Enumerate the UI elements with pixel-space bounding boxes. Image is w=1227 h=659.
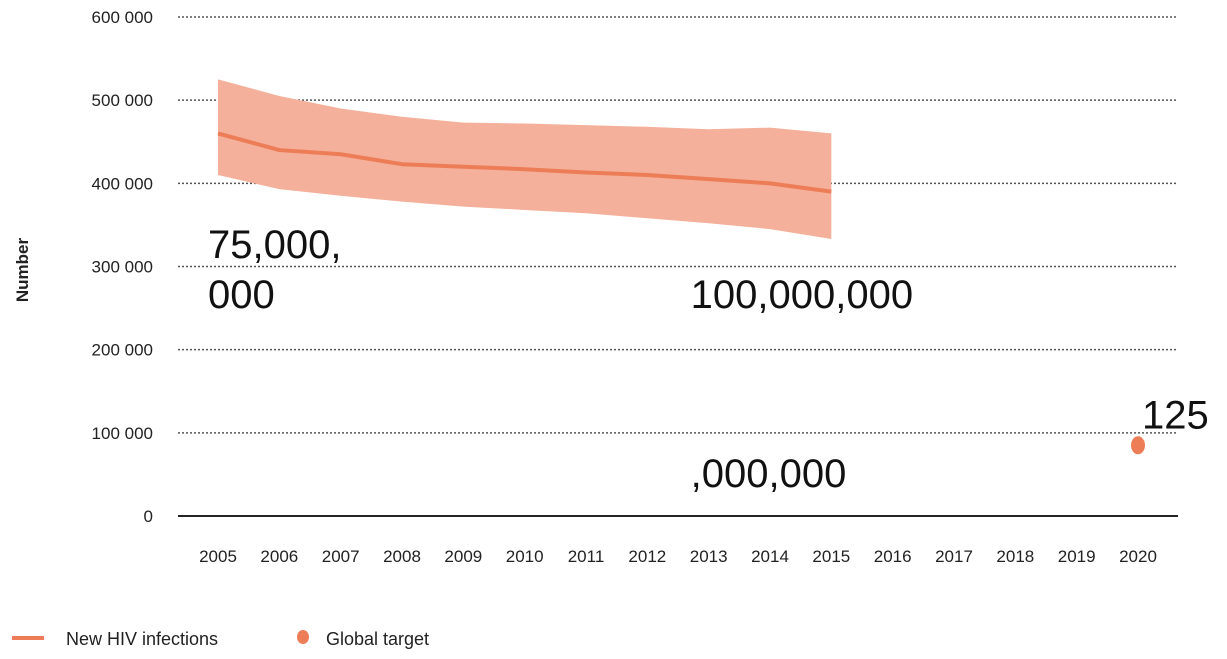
annotation-text: ,000,000: [691, 452, 847, 496]
x-tick-label: 2007: [322, 547, 360, 566]
legend-point-swatch: [297, 630, 309, 644]
annotation-text: 000: [208, 273, 275, 317]
legend-label: New HIV infections: [66, 629, 218, 649]
annotation-text: 100,000,000: [691, 273, 913, 317]
y-axis-label: Number: [13, 238, 32, 303]
y-tick-label: 400 000: [92, 174, 153, 193]
y-tick-label: 600 000: [92, 8, 153, 27]
x-tick-label: 2008: [383, 547, 421, 566]
series-points: [1131, 436, 1145, 455]
annotation-text: 125: [1142, 394, 1209, 438]
x-axis-ticks: 2005 2006 2007 2008 2009 2010 2011 2012 2013 2014…: [199, 547, 1157, 566]
x-tick-label: 2012: [628, 547, 666, 566]
legend: New HIV infections Global target: [12, 629, 429, 649]
uncertainty-band: [218, 79, 832, 240]
x-tick-label: 2014: [751, 547, 789, 566]
x-tick-label: 2011: [568, 547, 605, 566]
x-tick-label: 2005: [199, 547, 237, 566]
x-tick-label: 2019: [1058, 547, 1096, 566]
y-tick-label: 200 000: [92, 341, 153, 360]
x-tick-label: 2009: [444, 547, 482, 566]
x-tick-label: 2015: [812, 547, 850, 566]
x-tick-label: 2017: [935, 547, 973, 566]
y-tick-label: 100 000: [92, 424, 153, 443]
y-axis-ticks: 0 100 000 200 000 300 000 400 000 500 000 600 …: [92, 8, 153, 526]
y-tick-label: 0: [144, 507, 153, 526]
x-tick-label: 2006: [260, 547, 298, 566]
annotation-text: 75,000,: [208, 223, 341, 267]
series-line: [217, 131, 832, 194]
y-tick-label: 500 000: [92, 91, 153, 110]
x-tick-label: 2018: [996, 547, 1034, 566]
target-point: [1131, 436, 1145, 455]
x-tick-label: 2016: [874, 547, 912, 566]
annotations: 75,000, 000 100,000,000 125 ,000,000: [208, 223, 1209, 496]
x-tick-label: 2020: [1119, 547, 1157, 566]
legend-label: Global target: [326, 629, 429, 649]
series-lines: [217, 131, 832, 194]
x-tick-label: 2013: [690, 547, 728, 566]
y-tick-label: 300 000: [92, 258, 153, 277]
x-tick-label: 2010: [506, 547, 544, 566]
confidence-bands: [218, 79, 832, 240]
